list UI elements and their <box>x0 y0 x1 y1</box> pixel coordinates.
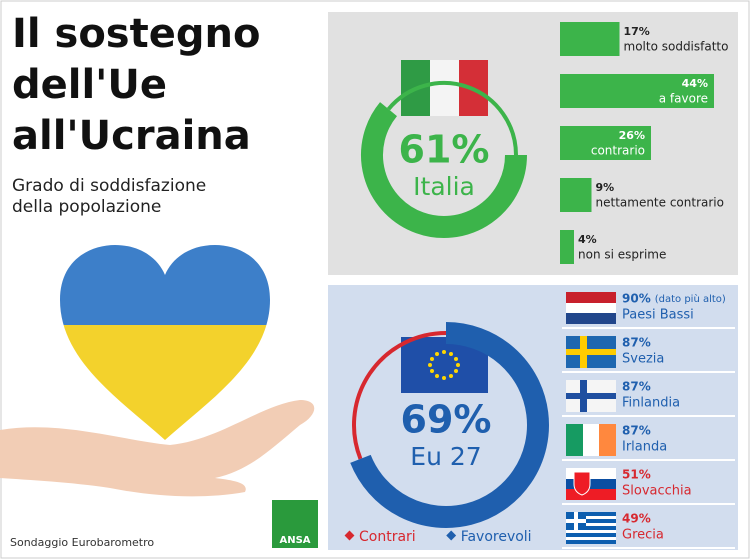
legend-label: Favorevoli <box>461 529 532 545</box>
row-value: 87% <box>622 336 651 350</box>
flag <box>566 424 616 456</box>
flag <box>566 336 616 368</box>
row-category: Grecia <box>622 528 664 543</box>
donut-rest <box>386 81 518 156</box>
row-value: 51% <box>622 468 651 482</box>
row-value: 87% <box>622 380 651 394</box>
row-category: Paesi Bassi <box>622 308 694 323</box>
flag <box>566 512 616 544</box>
donut-value: 69% <box>401 398 492 442</box>
subtitle-line: della popolazione <box>12 197 161 217</box>
italy-panel <box>328 12 738 275</box>
legend-marker <box>344 530 355 541</box>
bar-value: 9% <box>596 181 615 194</box>
donut-arc <box>361 102 527 238</box>
row-category: Svezia <box>622 352 664 367</box>
logo-box <box>272 500 318 548</box>
bar-category: non si esprime <box>578 248 666 262</box>
bar-category: a favore <box>659 92 708 106</box>
title-line: dell'Ue <box>12 62 167 108</box>
logo: ANSA <box>279 535 310 546</box>
donut-label: Italia <box>413 172 475 201</box>
bar-value: 26% <box>619 129 645 142</box>
row-note: (dato più alto) <box>655 293 726 305</box>
title-line: Il sostegno <box>12 11 260 57</box>
row-category: Slovacchia <box>622 484 692 499</box>
donut-rest <box>352 331 447 460</box>
hand <box>0 400 315 497</box>
row-value: 49% <box>622 512 651 526</box>
bar <box>560 74 714 108</box>
bar-category: molto soddisfatto <box>624 40 729 54</box>
row-category: Finlandia <box>622 396 680 411</box>
flag <box>566 292 616 324</box>
row-value: 87% <box>622 424 651 438</box>
bar-category: contrario <box>591 144 645 158</box>
source: Sondaggio Eurobarometro <box>10 536 154 549</box>
row-category: Irlanda <box>622 440 667 455</box>
bar-value: 4% <box>578 233 597 246</box>
row-value: 90% <box>622 292 651 306</box>
bar <box>560 178 592 212</box>
bar-value: 17% <box>624 25 650 38</box>
bar <box>560 230 574 264</box>
donut-label: Eu 27 <box>410 442 481 471</box>
bar-value: 44% <box>682 77 708 90</box>
donut-arc <box>350 322 549 528</box>
legend-marker <box>446 530 457 541</box>
donut-value: 61% <box>399 128 490 172</box>
flag <box>566 380 616 412</box>
bar <box>560 126 651 160</box>
bar <box>560 22 620 56</box>
subtitle-line: Grado di soddisfazione <box>12 176 206 196</box>
flag <box>566 468 616 500</box>
heart <box>60 245 270 440</box>
bar-category: nettamente contrario <box>596 196 724 210</box>
legend-label: Contrari <box>359 529 416 545</box>
title-line: all'Ucraina <box>12 113 251 159</box>
